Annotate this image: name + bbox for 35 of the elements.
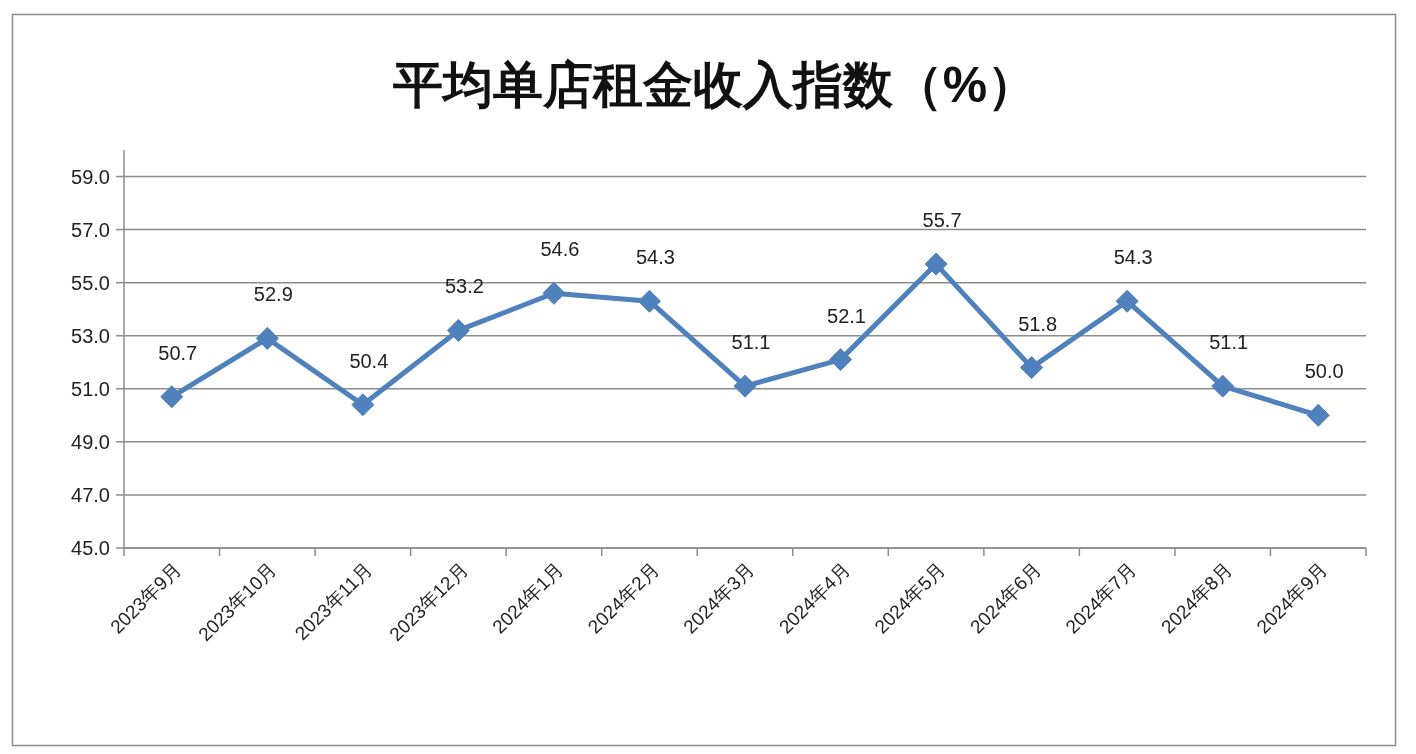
y-tick-label: 45.0 [71, 537, 110, 559]
data-label: 50.7 [158, 341, 198, 364]
data-label: 51.8 [1018, 312, 1058, 335]
point [829, 348, 853, 372]
y-tick-label: 51.0 [71, 377, 110, 400]
y-tick-label: 47.0 [71, 483, 110, 506]
data-label: 55.7 [922, 209, 962, 232]
data-label: 51.1 [1209, 331, 1249, 354]
point [637, 289, 661, 313]
data-label: 52.1 [827, 304, 867, 327]
y-tick-label: 57.0 [71, 218, 110, 241]
y-tick-label: 55.0 [71, 271, 110, 294]
point [1115, 289, 1139, 313]
data-label: 50.0 [1304, 360, 1344, 383]
data-label: 54.6 [540, 238, 580, 261]
point [1306, 403, 1330, 427]
point [1211, 374, 1235, 398]
data-label: 51.1 [731, 331, 771, 354]
data-label: 53.2 [444, 275, 484, 298]
data-label: 50.4 [349, 349, 389, 372]
y-tick-label: 49.0 [71, 430, 110, 453]
y-tick-label: 59.0 [71, 165, 110, 188]
point [160, 385, 184, 409]
point [733, 374, 757, 398]
chart-title: 平均单店租金收入指数（%） [391, 57, 1038, 113]
point [1020, 356, 1044, 380]
point [924, 252, 948, 276]
point [351, 393, 375, 417]
point [255, 326, 279, 350]
data-label: 52.9 [253, 283, 293, 306]
point [446, 318, 470, 342]
y-tick-label: 53.0 [71, 324, 110, 347]
point [542, 281, 566, 305]
data-label: 54.3 [635, 246, 675, 269]
data-label: 54.3 [1113, 246, 1153, 269]
